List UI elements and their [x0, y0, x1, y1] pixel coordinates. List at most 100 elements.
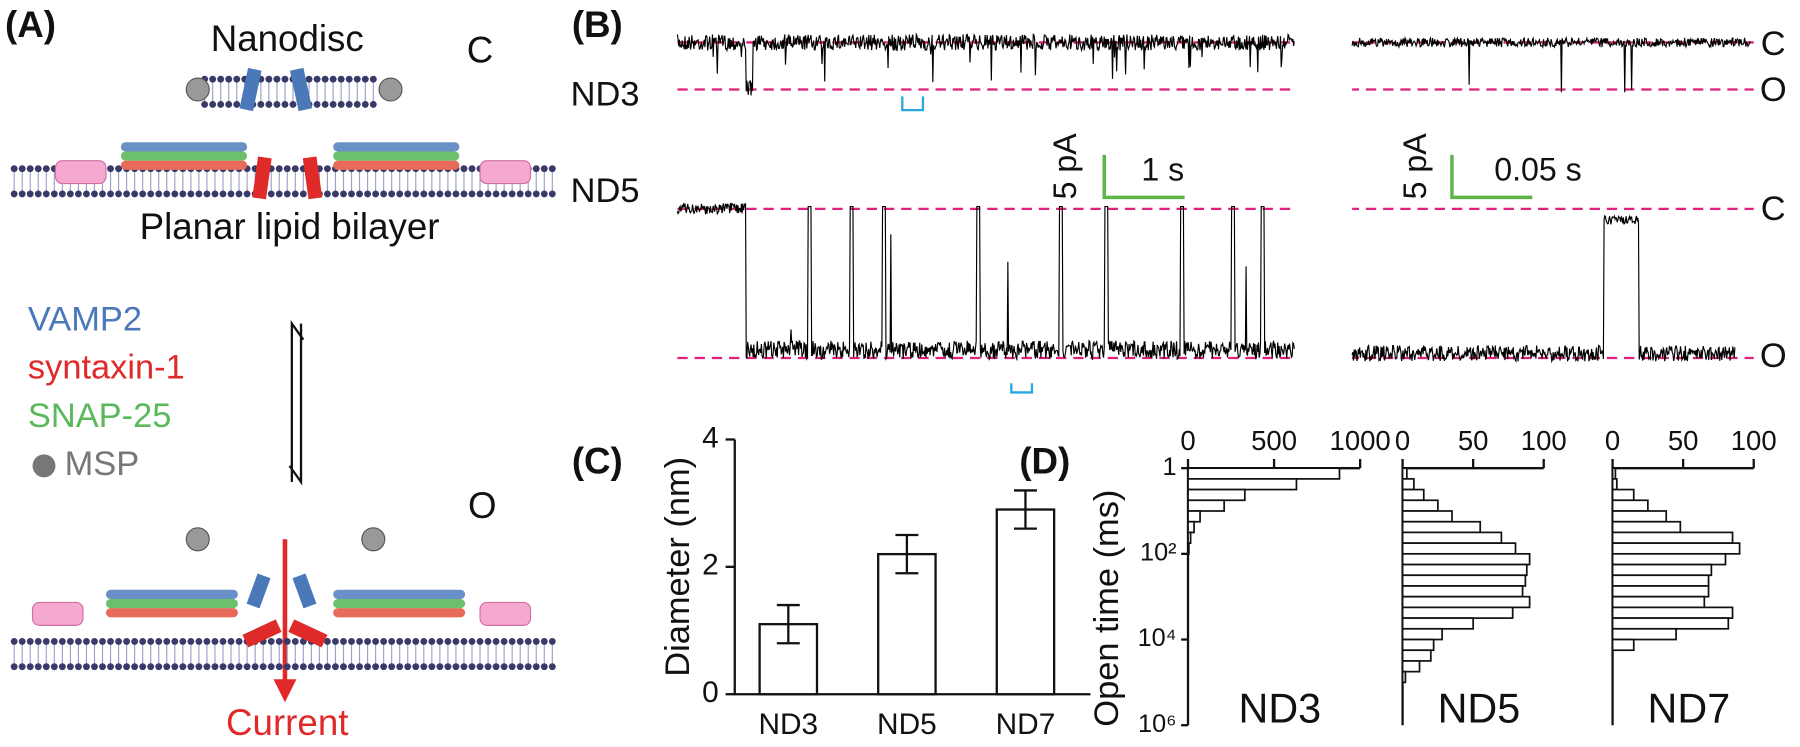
- histogram-bar: [1611, 499, 1649, 512]
- lipid-head: [283, 663, 291, 671]
- lipid-head: [10, 637, 18, 645]
- lipid-head: [420, 637, 428, 645]
- lipid-head: [147, 637, 155, 645]
- lipid-head: [540, 190, 548, 198]
- histogram-bar: [1611, 638, 1635, 652]
- lipid-head: [115, 165, 123, 173]
- current-trace: [1351, 214, 1736, 364]
- lipid-head: [107, 165, 114, 173]
- lipid-head: [107, 190, 114, 198]
- x-tick-label: 1000: [1330, 425, 1391, 456]
- lipid-head: [147, 190, 155, 198]
- lipid-head: [484, 663, 492, 671]
- lipid-head: [323, 190, 331, 198]
- lipid-head: [131, 637, 139, 645]
- lipid-head: [131, 190, 139, 198]
- lipid-head: [356, 190, 363, 198]
- lipid-head: [396, 190, 404, 198]
- lipid-head: [267, 663, 275, 671]
- histogram-bar: [1401, 574, 1527, 587]
- lipid-head: [283, 637, 291, 645]
- snare-helix: [333, 608, 466, 618]
- lipid-head: [275, 637, 283, 645]
- lipid-head: [217, 75, 225, 83]
- lipid-head: [484, 637, 492, 645]
- lipid-head: [313, 100, 321, 108]
- lipid-head: [235, 637, 243, 645]
- lipid-head: [74, 190, 82, 198]
- level-label: O: [1760, 337, 1787, 375]
- lipid-head: [107, 663, 114, 671]
- lipid-head: [299, 663, 307, 671]
- habc-domain: [479, 160, 532, 185]
- x-tick-label: 100: [1731, 425, 1777, 456]
- y-tick-label: 10⁴: [1138, 624, 1177, 652]
- x-tick-label: 50: [1668, 425, 1699, 456]
- lipid-head: [345, 75, 353, 83]
- lipid-head: [26, 637, 34, 645]
- lipid-head: [299, 190, 307, 198]
- histogram-bar: [1611, 542, 1741, 555]
- lipid-head: [436, 190, 444, 198]
- snare-helix: [333, 160, 460, 170]
- lipid-head: [361, 75, 369, 83]
- lipid-head: [225, 100, 233, 108]
- lipid-head: [500, 190, 508, 198]
- lipid-head: [171, 190, 179, 198]
- lipid-head: [404, 637, 412, 645]
- level-label: O: [1760, 71, 1787, 109]
- legend-entry: SNAP-25: [28, 397, 171, 435]
- lipid-head: [329, 100, 337, 108]
- lipid-head: [532, 663, 540, 671]
- histogram-bar: [1401, 520, 1482, 534]
- lipid-head: [18, 663, 26, 671]
- lipid-head: [516, 637, 524, 645]
- snare-helix: [333, 142, 460, 152]
- histogram-bar: [1611, 488, 1635, 502]
- syntaxin-tmd: [252, 156, 272, 200]
- traces: [676, 32, 1754, 364]
- lipid-head: [323, 663, 331, 671]
- histogram-name: ND7: [1648, 685, 1731, 731]
- lipid-head: [58, 637, 66, 645]
- lipid-head: [171, 637, 179, 645]
- lipid-head: [492, 190, 500, 198]
- lipid-head: [225, 75, 233, 83]
- lipid-head: [532, 637, 540, 645]
- lipid-head: [18, 190, 26, 198]
- lipid-head: [404, 663, 412, 671]
- lipid-head: [209, 100, 217, 108]
- lipid-head: [83, 663, 90, 671]
- lipid-head: [211, 637, 219, 645]
- lipid-head: [372, 190, 380, 198]
- lipid-head: [548, 663, 556, 671]
- histogram-bar: [1611, 563, 1713, 577]
- lipid-head: [460, 165, 468, 173]
- lipid-head: [524, 663, 532, 671]
- lipid-head: [337, 75, 345, 83]
- lipid-head: [476, 637, 484, 645]
- histogram-bar: [1187, 499, 1226, 512]
- lipid-head: [508, 190, 516, 198]
- lipid-head: [251, 663, 259, 671]
- bilayer-title: Planar lipid bilayer: [140, 206, 440, 247]
- lipid-head: [179, 190, 187, 198]
- snare-helix: [105, 589, 238, 599]
- histogram-bar: [1611, 520, 1682, 534]
- lipid-head: [34, 165, 42, 173]
- lipid-head: [540, 637, 548, 645]
- histogram-bar: [1401, 638, 1435, 652]
- lipid-head: [353, 100, 361, 108]
- x-tick-label: ND3: [758, 708, 818, 741]
- lipid-head: [444, 637, 452, 645]
- lipid-head: [460, 190, 468, 198]
- current-label: Current: [226, 702, 348, 743]
- lipid-head: [516, 663, 524, 671]
- lipid-head: [516, 190, 524, 198]
- lipid-head: [313, 75, 321, 83]
- lipid-head: [372, 663, 380, 671]
- lipid-head: [123, 190, 131, 198]
- msp-ball: [185, 77, 210, 102]
- snare-helix: [120, 142, 248, 152]
